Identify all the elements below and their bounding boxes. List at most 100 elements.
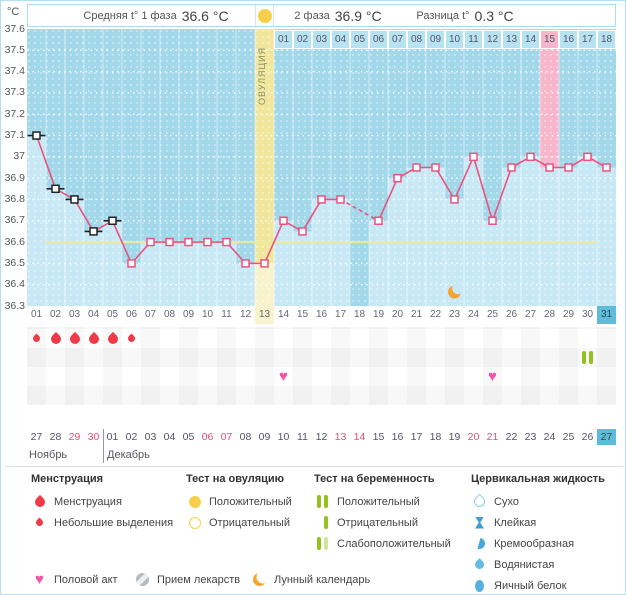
x-axis-day-cell[interactable]: 20 <box>391 309 404 320</box>
x-axis-day-cell[interactable]: 21 <box>410 309 423 320</box>
calendar-day-cell[interactable]: 19 <box>448 431 461 443</box>
x-axis-day-cell[interactable]: 14 <box>277 309 290 320</box>
legend-item: Сухо <box>471 491 605 512</box>
calendar-day-cell[interactable]: 17 <box>410 431 423 443</box>
x-axis-day-cell[interactable]: 30 <box>581 309 594 320</box>
heart-shape: ♥ <box>35 571 44 588</box>
calendar-day-cell[interactable]: 16 <box>391 431 404 443</box>
calendar-day-cell[interactable]: 08 <box>239 431 252 443</box>
x-axis-day-cell[interactable]: 22 <box>429 309 442 320</box>
legend-extra-item: Лунный календарь <box>251 569 370 590</box>
x-axis-day-cell[interactable]: 07 <box>144 309 157 320</box>
legend-item: Клейкая <box>471 512 605 533</box>
x-axis-day-cell[interactable]: 16 <box>315 309 328 320</box>
phase1-label: Средняя t° 1 фаза <box>83 9 177 22</box>
x-axis-day-cell[interactable]: 25 <box>486 309 499 320</box>
calendar-day-cell[interactable]: 15 <box>372 431 385 443</box>
calendar-day-cell[interactable]: 09 <box>258 431 271 443</box>
calendar-month2-label: Декабрь <box>107 449 150 461</box>
x-axis-day-cell[interactable]: 31 <box>597 306 616 324</box>
calendar-day-cell[interactable]: 18 <box>429 431 442 443</box>
legend-item-label: Кремообразная <box>494 537 575 550</box>
x-axis-day-cell[interactable]: 10 <box>201 309 214 320</box>
circle-filled-icon <box>186 493 203 510</box>
x-axis-day-cell[interactable]: 29 <box>562 309 575 320</box>
calendar-day-cell[interactable]: 07 <box>220 431 233 443</box>
x-axis-day-cell[interactable]: 02 <box>49 309 62 320</box>
x-axis-day-cell[interactable]: 11 <box>221 309 232 320</box>
intercourse-heart-icon: ♥ <box>274 367 293 386</box>
calendar-day-cell[interactable]: 06 <box>201 431 214 443</box>
calendar-day-cell[interactable]: 13 <box>334 431 347 443</box>
phase2-average: 2 фаза 36.9 °C <box>283 5 393 26</box>
x-axis-day-cell[interactable]: 26 <box>505 309 518 320</box>
x-axis-day-cell[interactable]: 18 <box>353 309 366 320</box>
test-bar <box>589 351 593 364</box>
calendar-day-cell[interactable]: 22 <box>505 431 518 443</box>
x-axis-day-cell[interactable]: 08 <box>163 309 176 320</box>
phase2-day-cell: 07 <box>388 30 407 49</box>
calendar-day-cell[interactable]: 10 <box>277 431 290 443</box>
calendar-day-cell[interactable]: 26 <box>581 431 594 443</box>
legend-item: Положительный <box>186 491 292 512</box>
phase2-day-cell: 16 <box>559 30 578 49</box>
calendar-day-cell[interactable]: 27 <box>597 429 616 445</box>
calendar-day-cell[interactable]: 23 <box>524 431 537 443</box>
calendar-day-cell[interactable]: 14 <box>353 431 366 443</box>
x-axis-day-cell[interactable]: 24 <box>467 309 480 320</box>
calendar-day-cell[interactable]: 04 <box>163 431 176 443</box>
calendar-day-cell[interactable]: 27 <box>30 431 43 443</box>
calendar-day-cell[interactable]: 25 <box>562 431 575 443</box>
calendar-day-cell[interactable]: 11 <box>297 431 308 443</box>
calendar-day-cell[interactable]: 12 <box>315 431 328 443</box>
legend-item-label: Сухо <box>494 495 519 508</box>
x-axis-day-cell[interactable]: 01 <box>30 309 43 320</box>
calendar-day-cell[interactable]: 01 <box>106 431 119 443</box>
x-axis-day-cell[interactable]: 28 <box>543 309 556 320</box>
legend-group: Тест на беременность Положительный Отрицат… <box>314 473 451 554</box>
calendar-day-cell[interactable]: 20 <box>467 431 480 443</box>
x-axis-day-cell[interactable]: 09 <box>182 309 195 320</box>
x-axis-day-cell[interactable]: 19 <box>372 309 385 320</box>
drop-outline-blue-icon <box>471 493 488 510</box>
drop-small-shape <box>34 517 45 528</box>
y-tick-label: 36.8 <box>4 193 25 205</box>
menstruation-drop-icon <box>122 329 141 348</box>
drop-half-icon <box>471 535 488 552</box>
x-axis-day-cell[interactable]: 04 <box>87 309 100 320</box>
phase2-day-cell: 05 <box>350 30 369 49</box>
calendar-day-cell[interactable]: 29 <box>68 431 81 443</box>
heart-shape: ♥ <box>488 368 497 385</box>
menstruation-drop-icon <box>27 329 46 348</box>
sticky-icon <box>471 514 488 531</box>
x-axis-day-cell[interactable]: 13 <box>255 306 274 324</box>
x-axis-day-cell[interactable]: 23 <box>448 309 461 320</box>
phase2-day-cell: 11 <box>464 30 483 49</box>
ovulation-column-label: ОВУЛЯЦИЯ <box>257 46 267 106</box>
calendar-day-cell[interactable]: 02 <box>125 431 138 443</box>
calendar-day-cell[interactable]: 24 <box>543 431 556 443</box>
pill-icon <box>134 571 151 588</box>
x-axis-day-cell[interactable]: 03 <box>68 309 81 320</box>
menstruation-drop-icon <box>46 329 65 348</box>
calendar-day-cell[interactable]: 21 <box>486 431 499 443</box>
x-axis-day-cell[interactable]: 12 <box>239 309 252 320</box>
x-axis-day-cell[interactable]: 17 <box>334 309 347 320</box>
calendar-day-cell[interactable]: 05 <box>182 431 195 443</box>
x-axis-day-cell[interactable]: 27 <box>524 309 537 320</box>
phase2-value: 36.9 °C <box>334 7 382 24</box>
legend-extra-item: Прием лекарств <box>134 569 240 590</box>
phase2-day-cell: 17 <box>578 30 597 49</box>
y-tick-label: 36.3 <box>4 300 25 312</box>
x-axis-day-cell[interactable]: 05 <box>106 309 119 320</box>
drop-filled-blue-icon <box>471 556 488 573</box>
calendar-day-cell[interactable]: 30 <box>87 431 100 443</box>
x-axis-day-cell[interactable]: 06 <box>125 309 138 320</box>
drop-big-shape <box>32 494 47 509</box>
legend-extra-item: ♥ Половой акт <box>31 569 118 590</box>
menstruation-drop-icon <box>84 329 103 348</box>
x-axis-day-cell[interactable]: 15 <box>296 309 309 320</box>
calendar-day-cell[interactable]: 03 <box>144 431 157 443</box>
legend-item: Водянистая <box>471 554 605 575</box>
calendar-day-cell[interactable]: 28 <box>49 431 62 443</box>
